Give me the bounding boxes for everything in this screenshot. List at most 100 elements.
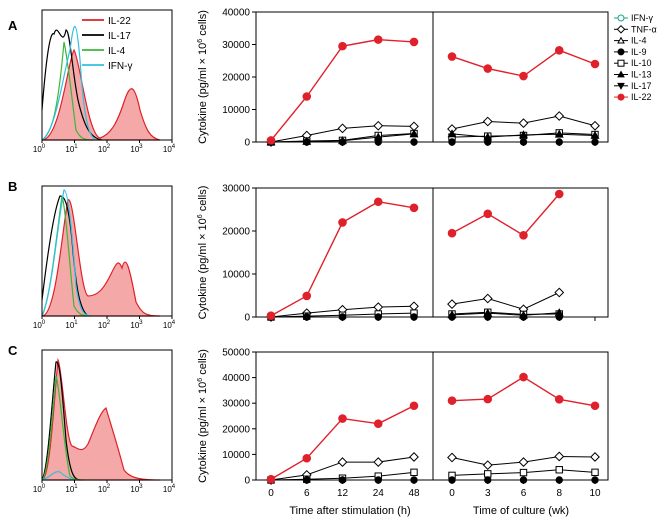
legend-label-il13: IL-13 bbox=[631, 70, 652, 80]
histogram-x-tick-label: 104 bbox=[163, 320, 176, 330]
point-il9 bbox=[555, 313, 563, 321]
histogram-x-tick-label: 103 bbox=[130, 484, 143, 494]
point-il22 bbox=[519, 71, 528, 81]
histogram-x-tick-exponent: 4 bbox=[172, 484, 176, 490]
y-tick-label: 40000 bbox=[222, 373, 250, 384]
histogram-x-tick-label: 103 bbox=[130, 320, 143, 330]
point-il9 bbox=[555, 138, 563, 146]
y-axis-title-units: cells) bbox=[197, 186, 209, 215]
point-il22 bbox=[590, 59, 600, 69]
point-il9 bbox=[410, 138, 418, 146]
legend-label-il22: IL-22 bbox=[631, 92, 652, 102]
series-line-il22 bbox=[451, 376, 596, 407]
histogram-x-tick-exponent: 2 bbox=[107, 320, 111, 326]
histogram-panel-c bbox=[41, 349, 173, 481]
point-il9 bbox=[338, 138, 347, 146]
histogram-x-tick-label: 100 bbox=[33, 484, 46, 494]
x-tick-label: 24 bbox=[373, 488, 385, 499]
point-il9 bbox=[591, 476, 599, 484]
legend-label-ifn: IFN-γ bbox=[631, 13, 653, 23]
histogram-panel-a bbox=[41, 9, 173, 141]
chart-frame bbox=[255, 351, 609, 481]
point-il9 bbox=[303, 313, 311, 321]
y-tick-label: 20000 bbox=[222, 227, 250, 238]
x-tick-label: 10 bbox=[589, 488, 601, 499]
histogram-x-tick-label: 100 bbox=[33, 144, 46, 154]
point-tnf bbox=[554, 451, 565, 462]
y-tick-label: 30000 bbox=[222, 399, 250, 410]
histogram-x-tick-label: 103 bbox=[130, 144, 143, 154]
point-tnf bbox=[518, 118, 529, 129]
point-tnf bbox=[554, 287, 565, 298]
point-tnf bbox=[373, 120, 384, 131]
point-il22 bbox=[266, 474, 276, 484]
point-il9 bbox=[303, 476, 311, 484]
point-il13 bbox=[409, 129, 419, 138]
histogram-x-tick-label: 101 bbox=[65, 320, 78, 330]
histogram-x-tick-exponent: 1 bbox=[74, 484, 78, 490]
point-tnf bbox=[409, 301, 419, 312]
point-il22 bbox=[266, 311, 276, 321]
point-il22 bbox=[590, 401, 600, 411]
histogram-curve-ifng bbox=[41, 189, 93, 317]
point-il22 bbox=[409, 401, 419, 411]
y-axis-title-exponent: 6 bbox=[197, 378, 204, 382]
point-tnf bbox=[482, 460, 493, 471]
legend-marker-tnf bbox=[616, 24, 626, 34]
point-tnf bbox=[447, 452, 457, 463]
point-il22 bbox=[302, 453, 312, 463]
histogram-x-tick-label: 102 bbox=[98, 484, 111, 494]
point-il9 bbox=[374, 313, 382, 321]
y-axis-title-exponent: 6 bbox=[197, 214, 204, 218]
x-tick-label: 0 bbox=[449, 488, 455, 499]
point-il22 bbox=[302, 291, 312, 301]
chart-panel-b: 0 10000 20000 30000 Cytokine (pg/ml × 106 ce… bbox=[197, 184, 609, 324]
y-tick-label: 10000 bbox=[222, 450, 250, 461]
point-il9 bbox=[519, 476, 528, 484]
point-il9 bbox=[484, 313, 492, 321]
histogram-x-tick-exponent: 0 bbox=[42, 484, 46, 490]
histogram-x-tick-exponent: 1 bbox=[74, 144, 78, 150]
point-tnf bbox=[447, 299, 457, 310]
point-il22 bbox=[483, 64, 493, 73]
y-axis-title-text: Cytokine (pg/ml × 10 bbox=[197, 43, 209, 144]
legend-label-il22: IL-22 bbox=[108, 16, 131, 27]
histogram-x-tick-exponent: 2 bbox=[107, 144, 111, 150]
point-il22 bbox=[266, 136, 276, 145]
point-tnf bbox=[590, 120, 600, 131]
point-il22 bbox=[483, 209, 493, 219]
panel-label-c: C bbox=[8, 343, 18, 358]
x-tick-label: 0 bbox=[268, 488, 274, 499]
histogram-x-tick-label: 101 bbox=[65, 484, 78, 494]
point-il9 bbox=[448, 313, 456, 321]
y-tick-label: 0 bbox=[244, 313, 250, 324]
legend-label-il10: IL-10 bbox=[631, 58, 652, 68]
point-il22 bbox=[373, 419, 383, 428]
series-line-tnf bbox=[451, 292, 560, 310]
point-tnf bbox=[337, 123, 348, 134]
series-line-il13 bbox=[451, 312, 560, 316]
y-axis-title-units: cells) bbox=[197, 349, 209, 378]
histogram-curve-il17 bbox=[41, 29, 103, 141]
y-tick-label: 30000 bbox=[222, 40, 250, 51]
point-il22 bbox=[373, 35, 383, 44]
y-tick-label: 50000 bbox=[222, 348, 250, 359]
y-tick-label: 10000 bbox=[222, 105, 250, 116]
histogram-x-tick-label: 104 bbox=[163, 144, 176, 154]
legend-label-il17: IL-17 bbox=[108, 31, 131, 42]
x-tick-label: 6 bbox=[304, 488, 310, 499]
point-il22 bbox=[338, 41, 347, 51]
panel-label-b: B bbox=[8, 179, 17, 194]
point-il9 bbox=[410, 476, 418, 484]
point-il22 bbox=[373, 197, 383, 207]
histogram-curve-il17 bbox=[41, 361, 81, 481]
x-tick-label: 12 bbox=[337, 488, 349, 499]
point-il10 bbox=[410, 468, 418, 477]
point-il9 bbox=[448, 138, 456, 146]
point-tnf bbox=[590, 452, 600, 462]
point-il22 bbox=[447, 396, 457, 405]
x-tick-label: 48 bbox=[408, 488, 420, 499]
point-il10 bbox=[519, 468, 528, 477]
y-tick-label: 20000 bbox=[222, 73, 250, 84]
